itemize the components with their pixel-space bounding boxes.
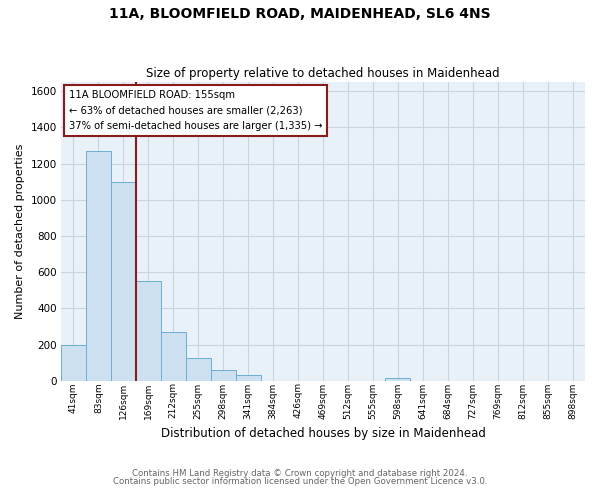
X-axis label: Distribution of detached houses by size in Maidenhead: Distribution of detached houses by size … xyxy=(161,427,485,440)
Text: 11A, BLOOMFIELD ROAD, MAIDENHEAD, SL6 4NS: 11A, BLOOMFIELD ROAD, MAIDENHEAD, SL6 4N… xyxy=(109,8,491,22)
Bar xyxy=(211,370,236,381)
Bar xyxy=(111,182,136,381)
Bar xyxy=(385,378,410,381)
Bar xyxy=(236,376,260,381)
Text: Contains HM Land Registry data © Crown copyright and database right 2024.: Contains HM Land Registry data © Crown c… xyxy=(132,468,468,477)
Bar xyxy=(86,151,111,381)
Title: Size of property relative to detached houses in Maidenhead: Size of property relative to detached ho… xyxy=(146,66,500,80)
Y-axis label: Number of detached properties: Number of detached properties xyxy=(15,144,25,319)
Text: Contains public sector information licensed under the Open Government Licence v3: Contains public sector information licen… xyxy=(113,477,487,486)
Bar xyxy=(161,332,186,381)
Bar xyxy=(186,358,211,381)
Bar xyxy=(61,344,86,381)
Text: 11A BLOOMFIELD ROAD: 155sqm
← 63% of detached houses are smaller (2,263)
37% of : 11A BLOOMFIELD ROAD: 155sqm ← 63% of det… xyxy=(69,90,322,130)
Bar xyxy=(136,282,161,381)
